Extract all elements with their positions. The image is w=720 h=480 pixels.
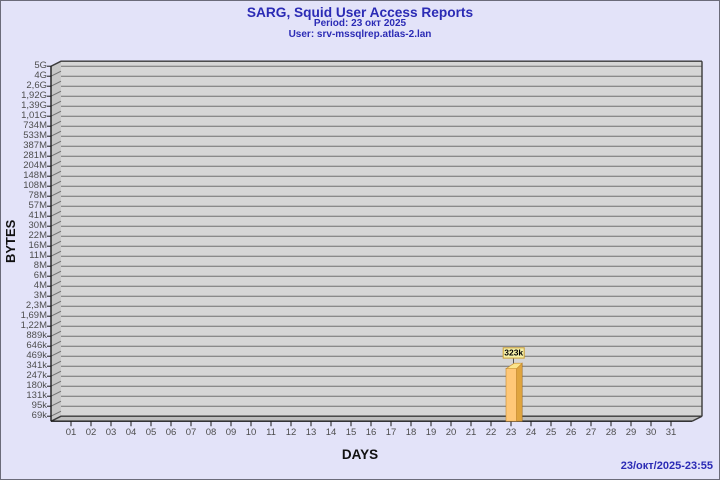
svg-text:323k: 323k	[504, 348, 523, 358]
